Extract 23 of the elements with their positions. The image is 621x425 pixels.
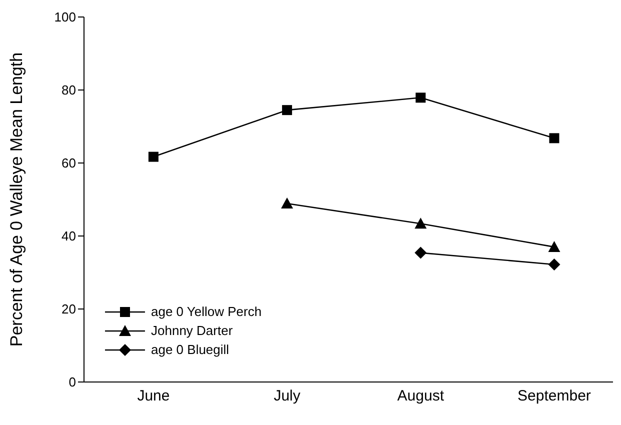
point (148, 152, 158, 162)
y-tick-label: 80 (62, 82, 76, 98)
point (282, 105, 292, 116)
point (549, 133, 560, 144)
legend-label: Johnny Darter (151, 323, 233, 338)
legend-label: age 0 Bluegill (151, 342, 230, 357)
legend-label: age 0 Yellow Perch (151, 304, 262, 319)
point (281, 198, 294, 209)
x-tick-label: June (137, 388, 170, 405)
point (416, 92, 426, 103)
y-tick-label: 60 (62, 156, 76, 171)
y-axis-title: Percent of Age 0 Walleye Mean Length (7, 52, 26, 347)
point (548, 258, 560, 270)
point (414, 218, 427, 229)
x-tick-label: July (274, 388, 301, 405)
point (548, 240, 560, 252)
y-tick-label: 40 (62, 228, 76, 244)
x-tick-label: September (518, 388, 591, 405)
x-tick-label: August (397, 388, 445, 405)
y-tick-label: 0 (68, 374, 76, 390)
y-tick-label: 100 (54, 10, 76, 25)
point (414, 246, 427, 259)
y-tick-label: 20 (62, 302, 76, 317)
